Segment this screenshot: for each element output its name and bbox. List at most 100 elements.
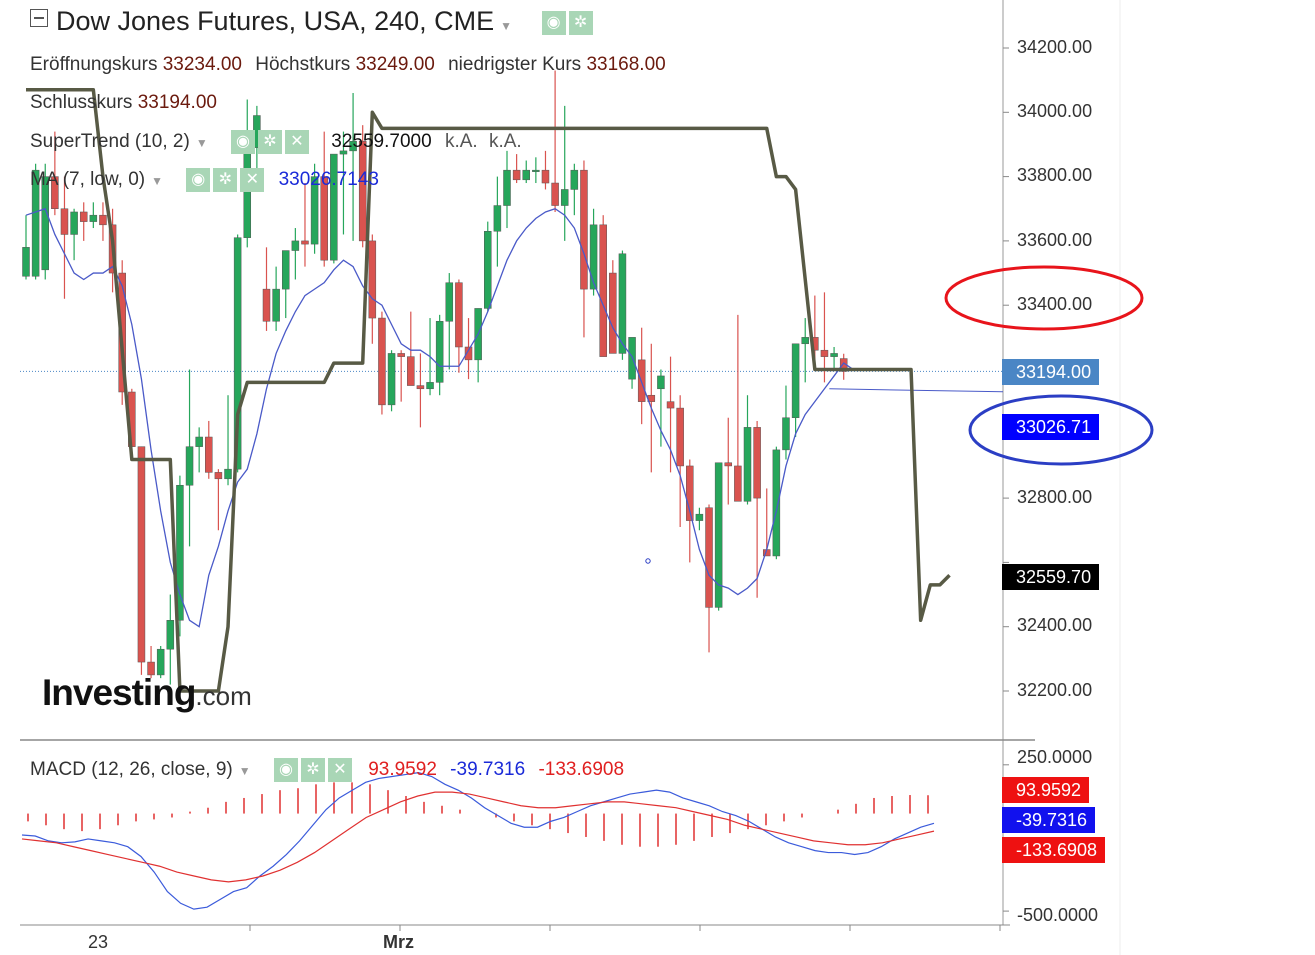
candle-body: [666, 401, 675, 409]
candle-body: [772, 449, 781, 557]
price-tick: 33600.00: [1017, 230, 1093, 250]
ma-guide-line: [829, 388, 1004, 393]
price-tick: 33400.00: [1017, 294, 1093, 314]
x-label-mrz: Mrz: [383, 932, 414, 952]
ma-value: 33026.7143: [278, 169, 379, 191]
gear-icon[interactable]: ✲: [258, 130, 282, 154]
candle-body: [743, 427, 752, 502]
low-label: niedrigster Kurs: [448, 54, 582, 75]
candle-body: [214, 472, 223, 480]
candle-body: [407, 356, 415, 386]
candle-body: [618, 253, 627, 354]
ma-legend: MA (7, low, 0) ▼ ◉ ✲ ✕ 33026.7143: [30, 168, 379, 192]
candle-body: [551, 182, 559, 206]
x-label-23: 23: [88, 932, 109, 952]
candle-body: [801, 337, 809, 345]
eye-icon[interactable]: ◉: [186, 168, 211, 192]
candle-body: [320, 176, 328, 261]
candle-body: [464, 346, 473, 361]
candle-body: [41, 176, 49, 271]
candle-body: [166, 620, 175, 650]
eye-icon[interactable]: ◉: [231, 130, 255, 154]
macd-label: MACD (12, 26, close, 9): [30, 759, 233, 781]
candle-body: [416, 385, 425, 390]
candle-body: [378, 317, 386, 406]
red-annotation-ellipse: [944, 265, 1144, 331]
candle-body: [455, 282, 463, 348]
candle-body: [330, 153, 338, 261]
close-label: Schlusskurs: [30, 92, 133, 113]
investing-logo: Investing.com: [42, 672, 252, 714]
signal-line: [21, 791, 935, 883]
macd-value-3: -133.6908: [538, 759, 625, 781]
candle-body: [686, 465, 694, 521]
macd-value-1: 93.9592: [368, 759, 437, 781]
chart-title-text: Dow Jones Futures, USA, 240, CME: [56, 6, 495, 36]
chart-title: Dow Jones Futures, USA, 240, CME ▼ ◉ ✲: [30, 6, 596, 37]
open-label: Eröffnungskurs: [30, 54, 158, 75]
candle-body: [782, 417, 790, 451]
close-icon[interactable]: ✕: [327, 758, 352, 782]
candle-body: [830, 353, 838, 357]
candle-body: [512, 169, 521, 181]
supertrend-label: SuperTrend (10, 2): [30, 131, 190, 153]
candle-body: [137, 446, 146, 663]
gear-icon[interactable]: ✲: [568, 10, 593, 35]
candle-body: [60, 208, 69, 235]
eye-icon[interactable]: ◉: [273, 758, 298, 782]
candle-body: [387, 353, 396, 406]
gear-icon[interactable]: ✲: [300, 758, 325, 782]
price-tick: 34000.00: [1017, 101, 1093, 121]
candle-body: [205, 436, 213, 473]
chevron-down-icon[interactable]: ▼: [195, 136, 208, 151]
supertrend-line: [26, 88, 951, 693]
ohlc-row-2: Schlusskurs 33194.00: [30, 92, 217, 114]
close-icon[interactable]: ✕: [240, 168, 265, 192]
candle-body: [349, 140, 357, 152]
low-value: 33168.00: [586, 54, 666, 75]
candle-body: [532, 169, 540, 172]
price-tick: 32400.00: [1017, 615, 1093, 635]
supertrend-price-tag: 32559.70: [1002, 564, 1100, 590]
candle-body: [22, 247, 30, 277]
macd-tag-1: 93.9592: [1002, 777, 1090, 803]
candle-body: [734, 465, 742, 502]
logo-suffix: .com: [195, 681, 252, 711]
candle-body: [156, 648, 165, 676]
candle-body: [445, 282, 454, 322]
candle-body: [541, 169, 550, 184]
candle-body: [484, 231, 492, 309]
candle-body: [243, 147, 252, 238]
macd-tag-3: -133.6908: [1002, 837, 1106, 863]
candle-body: [99, 214, 107, 226]
candle-body: [522, 169, 530, 181]
macd-line: [21, 771, 935, 910]
candle-body: [147, 661, 155, 676]
macd-value-2: -39.7316: [450, 759, 526, 781]
blue-annotation-ellipse: [968, 394, 1154, 466]
chevron-down-icon[interactable]: ▼: [151, 174, 163, 189]
current-price-tag: 33194.00: [1002, 359, 1100, 385]
candle-body: [493, 205, 502, 232]
collapse-icon[interactable]: [30, 9, 48, 27]
supertrend-na-2: k.A.: [488, 131, 522, 153]
candle-body: [272, 288, 280, 322]
candle-body: [51, 176, 59, 210]
candle-body: [301, 240, 309, 245]
candle-body: [589, 224, 598, 290]
chevron-down-icon[interactable]: ▼: [238, 764, 251, 779]
candle-body: [339, 150, 348, 155]
gear-icon[interactable]: ✲: [213, 168, 238, 192]
open-value: 33234.00: [162, 54, 242, 75]
candle-body: [695, 513, 704, 521]
price-tick: 33800.00: [1017, 165, 1093, 185]
logo-main: Investing: [42, 672, 196, 713]
candle-body: [358, 140, 367, 242]
close-icon[interactable]: ✕: [285, 130, 309, 154]
eye-icon[interactable]: ◉: [541, 10, 566, 35]
chevron-down-icon[interactable]: ▼: [500, 19, 513, 33]
price-tick: 34200.00: [1017, 37, 1093, 57]
candle-body: [31, 169, 40, 277]
price-tick: 32200.00: [1017, 680, 1093, 700]
